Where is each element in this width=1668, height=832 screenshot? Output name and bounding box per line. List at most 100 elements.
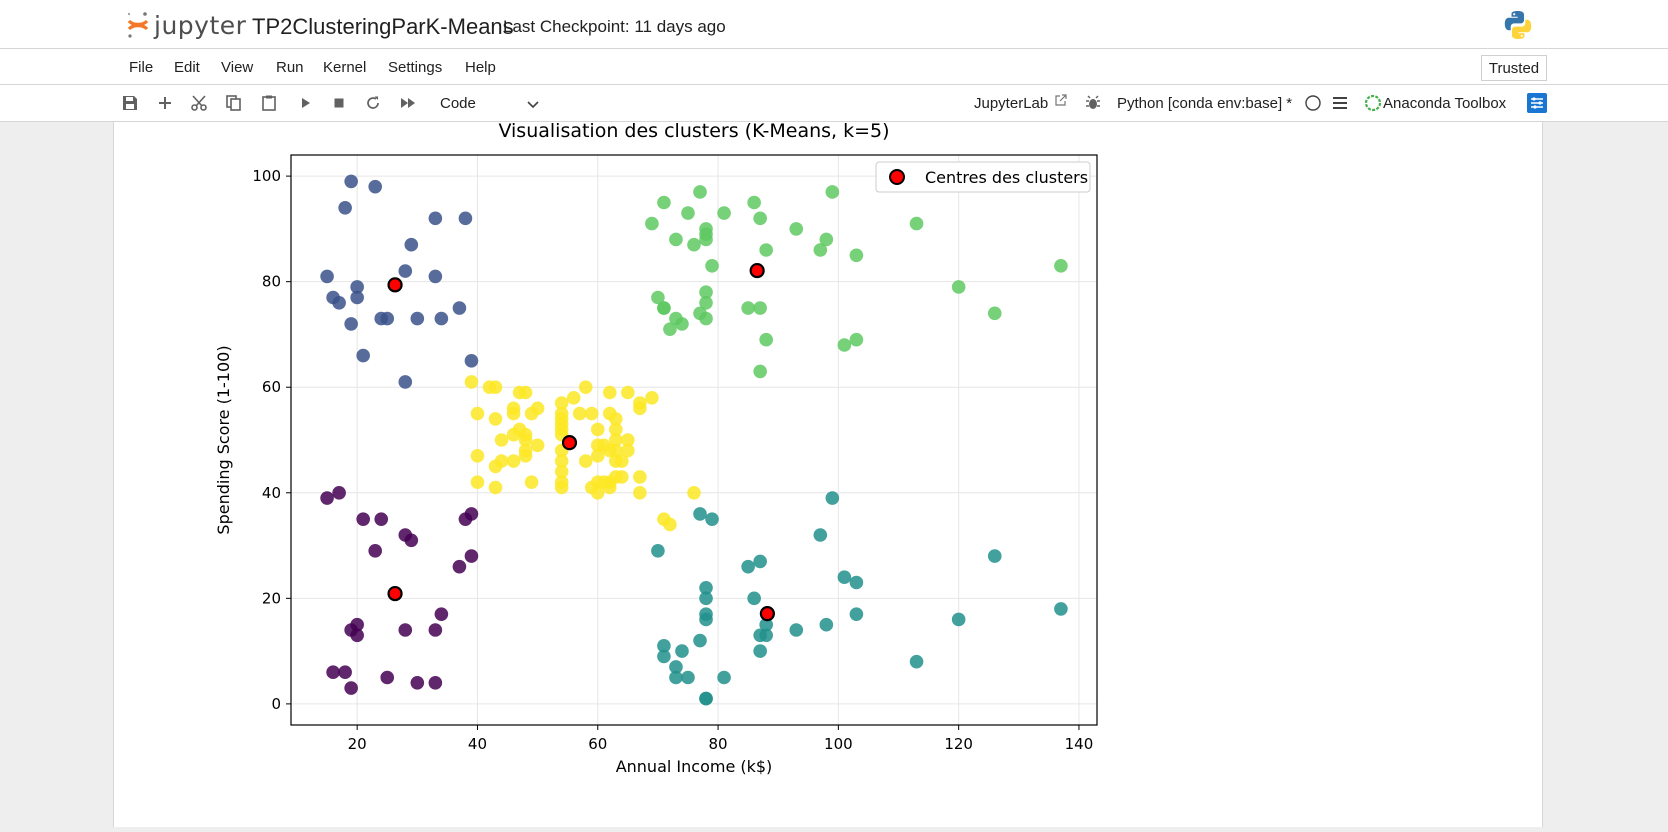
bug-icon[interactable]: [1084, 94, 1102, 112]
fast-forward-icon[interactable]: [399, 94, 417, 112]
data-point: [747, 195, 761, 210]
data-point: [657, 639, 671, 653]
data-point: [825, 491, 840, 505]
data-point: [951, 280, 966, 294]
centroid-marker: [387, 277, 403, 293]
data-point: [699, 691, 713, 706]
data-point: [813, 243, 828, 257]
data-point: [909, 216, 924, 231]
cut-icon[interactable]: [190, 94, 208, 112]
stop-icon[interactable]: [330, 94, 348, 112]
data-point: [590, 485, 605, 500]
trusted-label: Trusted: [1488, 59, 1540, 77]
run-icon[interactable]: [297, 94, 315, 112]
data-point: [530, 438, 545, 453]
add-icon[interactable]: [156, 94, 174, 112]
legend: Centres des clusters: [875, 161, 1091, 193]
data-point: [410, 675, 425, 690]
notebook-title[interactable]: TP2ClusteringParK-Means: [252, 14, 514, 39]
data-point: [753, 364, 767, 379]
chevron-down-icon[interactable]: [524, 96, 542, 114]
data-point: [578, 380, 593, 395]
data-point: [657, 301, 671, 315]
data-point: [464, 549, 479, 563]
data-point: [428, 675, 443, 690]
data-point: [572, 406, 587, 421]
kernel-name[interactable]: Python [conda env:base] *: [1117, 95, 1293, 112]
data-point: [699, 311, 713, 326]
data-point: [849, 332, 864, 347]
data-point: [909, 654, 924, 669]
paste-icon[interactable]: [260, 94, 278, 112]
menu-edit[interactable]: Edit: [174, 59, 200, 76]
data-point: [813, 528, 828, 542]
data-point: [590, 449, 605, 463]
data-point: [699, 232, 713, 247]
centroids: [387, 262, 775, 622]
data-point: [488, 480, 503, 495]
kernel-status-icon: [1305, 95, 1321, 111]
data-point: [849, 575, 864, 590]
data-point: [987, 549, 1002, 563]
data-point: [578, 454, 593, 468]
data-point: [837, 338, 852, 352]
data-point: [398, 264, 413, 278]
menu-run[interactable]: Run: [276, 59, 304, 76]
menu-settings[interactable]: Settings: [388, 59, 443, 76]
data-point: [849, 248, 864, 263]
data-point: [759, 628, 773, 643]
data-point: [633, 485, 647, 500]
data-point: [470, 406, 485, 421]
data-point: [753, 554, 767, 569]
data-point: [693, 633, 707, 648]
data-point: [518, 433, 533, 447]
data-point: [404, 237, 419, 252]
copy-icon[interactable]: [225, 94, 243, 112]
data-point: [350, 628, 364, 643]
data-point: [705, 259, 719, 273]
data-point: [987, 306, 1002, 321]
menu-help[interactable]: Help: [465, 59, 496, 76]
axis-ticks: 20 40 60 80 100 120 140 0 20 40 60 80 100: [252, 167, 1093, 753]
data-point: [458, 211, 473, 226]
trusted-button[interactable]: Trusted: [1481, 55, 1547, 81]
x-tick-label: 100: [824, 735, 853, 753]
external-link-icon: [1055, 94, 1067, 106]
data-point: [699, 580, 713, 595]
legend-box: [875, 161, 1091, 193]
data-point: [602, 480, 617, 495]
data-point: [554, 480, 569, 495]
data-point: [428, 623, 443, 637]
cluster-scatter-chart: Visualisation des clusters (K-Means, k=5…: [214, 120, 1098, 776]
data-point: [434, 311, 449, 326]
jupyter-logo[interactable]: jupyter: [126, 10, 246, 40]
restart-icon[interactable]: [364, 94, 382, 112]
data-point: [759, 617, 773, 632]
data-point: [663, 322, 677, 336]
data-point: [338, 200, 352, 215]
data-point: [819, 617, 834, 632]
y-tick-label: 40: [262, 484, 281, 502]
settings-panel-icon[interactable]: [1527, 93, 1547, 113]
x-tick-label: 20: [348, 735, 367, 753]
data-point: [524, 475, 539, 490]
save-icon[interactable]: [121, 94, 139, 112]
cell-type-select[interactable]: Code: [440, 95, 476, 112]
menu-icon[interactable]: [1331, 94, 1349, 112]
x-axis-label: Annual Income (k$): [616, 757, 773, 776]
data-point: [693, 185, 707, 199]
data-point: [494, 433, 509, 447]
data-point: [332, 295, 346, 310]
jupyterlab-link[interactable]: JupyterLab: [974, 95, 1049, 112]
data-point: [717, 206, 731, 220]
data-point: [609, 412, 623, 426]
menu-view[interactable]: View: [221, 59, 254, 76]
menu-file[interactable]: File: [129, 59, 154, 76]
data-point: [518, 385, 533, 400]
data-point: [621, 433, 635, 447]
anaconda-toolbox-button[interactable]: Anaconda Toolbox: [1383, 95, 1507, 112]
data-point: [675, 317, 689, 331]
data-point: [374, 512, 389, 526]
menu-kernel[interactable]: Kernel: [323, 59, 367, 76]
data-point: [609, 433, 623, 447]
